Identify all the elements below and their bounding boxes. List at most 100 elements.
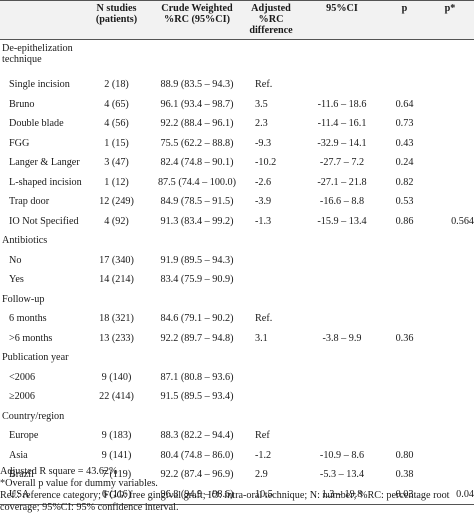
overall-p-cell: [426, 368, 474, 388]
crude-rc-cell: 84.6 (79.1 – 90.2): [160, 313, 234, 325]
adjusted-rc-cell: -9.3: [255, 137, 272, 149]
p-value-cell: 0.82: [395, 176, 414, 188]
n-studies-cell: 1 (15): [104, 137, 129, 149]
table-row: Langer & Langer 3 (47) 82.4 (74.8 – 90.1) -…: [0, 153, 474, 173]
table-row: Yes 14 (214) 83.4 (75.9 – 90.9): [0, 270, 474, 290]
crude-rc-cell: 87.5 (74.4 – 100.0): [157, 176, 237, 188]
n-studies-cell: 4 (56): [104, 118, 129, 130]
row-label: Trap door: [9, 196, 50, 208]
table-row: L-shaped incision 1 (12) 87.5 (74.4 – 100.…: [0, 173, 474, 193]
table-row: ≥2006 22 (414) 91.5 (89.5 – 93.4): [0, 387, 474, 407]
crude-rc-cell: 91.5 (89.5 – 93.4): [160, 391, 234, 403]
ci-cell: 1.3 – 19.8: [301, 484, 383, 505]
p-value-cell: [383, 309, 426, 329]
adjusted-rc-cell: 3.1: [255, 332, 268, 344]
n-studies-cell: 9 (183): [101, 430, 132, 442]
ci-cell: [301, 270, 383, 290]
table-row: Double blade 4 (56) 92.2 (88.4 – 96.1) 2.3 -…: [0, 114, 474, 134]
p-value-cell: 0.86: [395, 215, 414, 227]
table-row: <2006 9 (140) 87.1 (80.8 – 93.6): [0, 368, 474, 388]
footnote-abbreviations: Ref.: reference category; FGG: free ging…: [0, 490, 450, 501]
ci-cell: -27.7 – 7.2: [319, 157, 365, 169]
row-label: Europe: [9, 430, 39, 442]
crude-rc-cell: 88.9 (83.5 – 94.3): [160, 79, 234, 91]
section-label: Antibiotics: [2, 235, 48, 247]
table-body: De-epithelization technique Single incisi…: [0, 40, 474, 505]
adjusted-rc-cell: -2.6: [255, 176, 272, 188]
overall-p-cell: 0.564: [451, 215, 474, 227]
section-label: De-epithelization technique: [2, 43, 73, 65]
adjusted-rc-cell: -3.9: [255, 196, 272, 208]
table-row: Asia 9 (141) 80.4 (74.8 – 86.0) -1.2 -10.9 –…: [0, 446, 474, 466]
crude-rc-cell: 82.4 (74.8 – 90.1): [160, 157, 234, 169]
table-row: Single incision 2 (18) 88.9 (83.5 – 94.3) R…: [0, 75, 474, 95]
row-label: >6 months: [9, 332, 53, 344]
table-header: N studies (patients) Crude Weighted %RC …: [0, 0, 474, 40]
ci-cell: -11.4 – 16.1: [317, 118, 367, 130]
crude-rc-cell: 83.4 (75.9 – 90.9): [160, 274, 234, 286]
n-studies-cell: 17 (340): [99, 254, 134, 266]
overall-p-cell: [426, 173, 474, 193]
ci-cell: [301, 368, 383, 388]
n-studies-cell: 22 (414): [99, 391, 134, 403]
crude-rc-cell: 96.8 (94.9 – 98.6): [153, 484, 241, 505]
row-label: Yes: [9, 274, 24, 286]
table-row: USA 6 (116) 96.8 (94.9 – 98.6) 10.5 1.3 – 19…: [0, 484, 474, 505]
row-label: USA: [0, 484, 80, 505]
p-value-cell: 0.53: [395, 196, 414, 208]
crude-rc-cell: 91.3 (83.4 – 99.2): [160, 215, 234, 227]
section-label: Follow-up: [2, 293, 45, 305]
header-p-overall: p*: [426, 0, 474, 40]
ci-cell: -16.6 – 8.8: [319, 196, 365, 208]
ci-cell: -11.6 – 18.6: [317, 98, 367, 110]
overall-p-cell: [426, 153, 474, 173]
row-label: Brazil: [9, 469, 34, 481]
ci-cell: [301, 251, 383, 271]
crude-rc-cell: 87.1 (80.8 – 93.6): [160, 371, 234, 383]
n-studies-cell: 3 (47): [104, 157, 129, 169]
p-value-cell: 0.36: [395, 332, 414, 344]
section-label: Country/region: [2, 410, 65, 422]
n-studies-cell: 14 (214): [99, 274, 134, 286]
row-label: FGG: [9, 137, 30, 149]
table-row: >6 months 13 (233) 92.2 (89.7 – 94.8) 3.1 -3…: [0, 329, 474, 349]
ci-cell: -5.3 – 13.4: [319, 469, 365, 481]
n-studies-cell: 12 (249): [99, 196, 134, 208]
ci-cell: -15.9 – 13.4: [317, 215, 367, 227]
p-value-cell: [383, 387, 426, 407]
footnote-overall-p: *Overall p value for dummy variables.: [0, 478, 158, 489]
header-crude-rc: Crude Weighted %RC (95%CI): [153, 0, 241, 40]
p-value-cell: [383, 426, 426, 446]
p-value-cell: 0.38: [395, 469, 414, 481]
ci-cell: -27.1 – 21.8: [317, 176, 367, 188]
crude-rc-cell: 75.5 (62.2 – 88.8): [160, 137, 234, 149]
section-label: Publication year: [2, 352, 69, 364]
adjusted-rc-cell: -1.3: [255, 215, 272, 227]
crude-rc-cell: 92.2 (87.4 – 96.9): [160, 469, 234, 481]
ci-cell: -3.8 – 9.9: [322, 332, 362, 344]
header-adjusted-rc: Adjusted %RC difference: [241, 0, 301, 40]
section-row: Country/region: [0, 407, 474, 427]
overall-p-cell: [426, 192, 474, 212]
row-label: Asia: [9, 449, 28, 461]
ci-cell: -32.9 – 14.1: [317, 137, 367, 149]
crude-rc-cell: 92.2 (88.4 – 96.1): [160, 118, 234, 130]
overall-p-cell: [426, 134, 474, 154]
adjusted-rc-cell: -1.2: [255, 449, 272, 461]
section-row: De-epithelization technique: [0, 40, 474, 76]
ci-cell: -10.9 – 8.6: [319, 449, 365, 461]
row-label: ≥2006: [9, 391, 35, 403]
table-row: 6 months 18 (321) 84.6 (79.1 – 90.2) Ref.: [0, 309, 474, 329]
table-row: FGG 1 (15) 75.5 (62.2 – 88.8) -9.3 -32.9 – 1…: [0, 134, 474, 154]
header-p: p: [383, 0, 426, 40]
n-studies-cell: 18 (321): [99, 313, 134, 325]
adjusted-rc-cell: [241, 270, 301, 290]
crude-rc-cell: 92.2 (89.7 – 94.8): [160, 332, 234, 344]
footnote-abbreviations-cont: coverage; 95%CI: 95% confidence interval…: [0, 502, 179, 513]
section-row: Follow-up: [0, 290, 474, 310]
overall-p-cell: [426, 251, 474, 271]
row-label: 6 months: [9, 313, 47, 325]
n-studies-cell: 2 (18): [104, 79, 129, 91]
